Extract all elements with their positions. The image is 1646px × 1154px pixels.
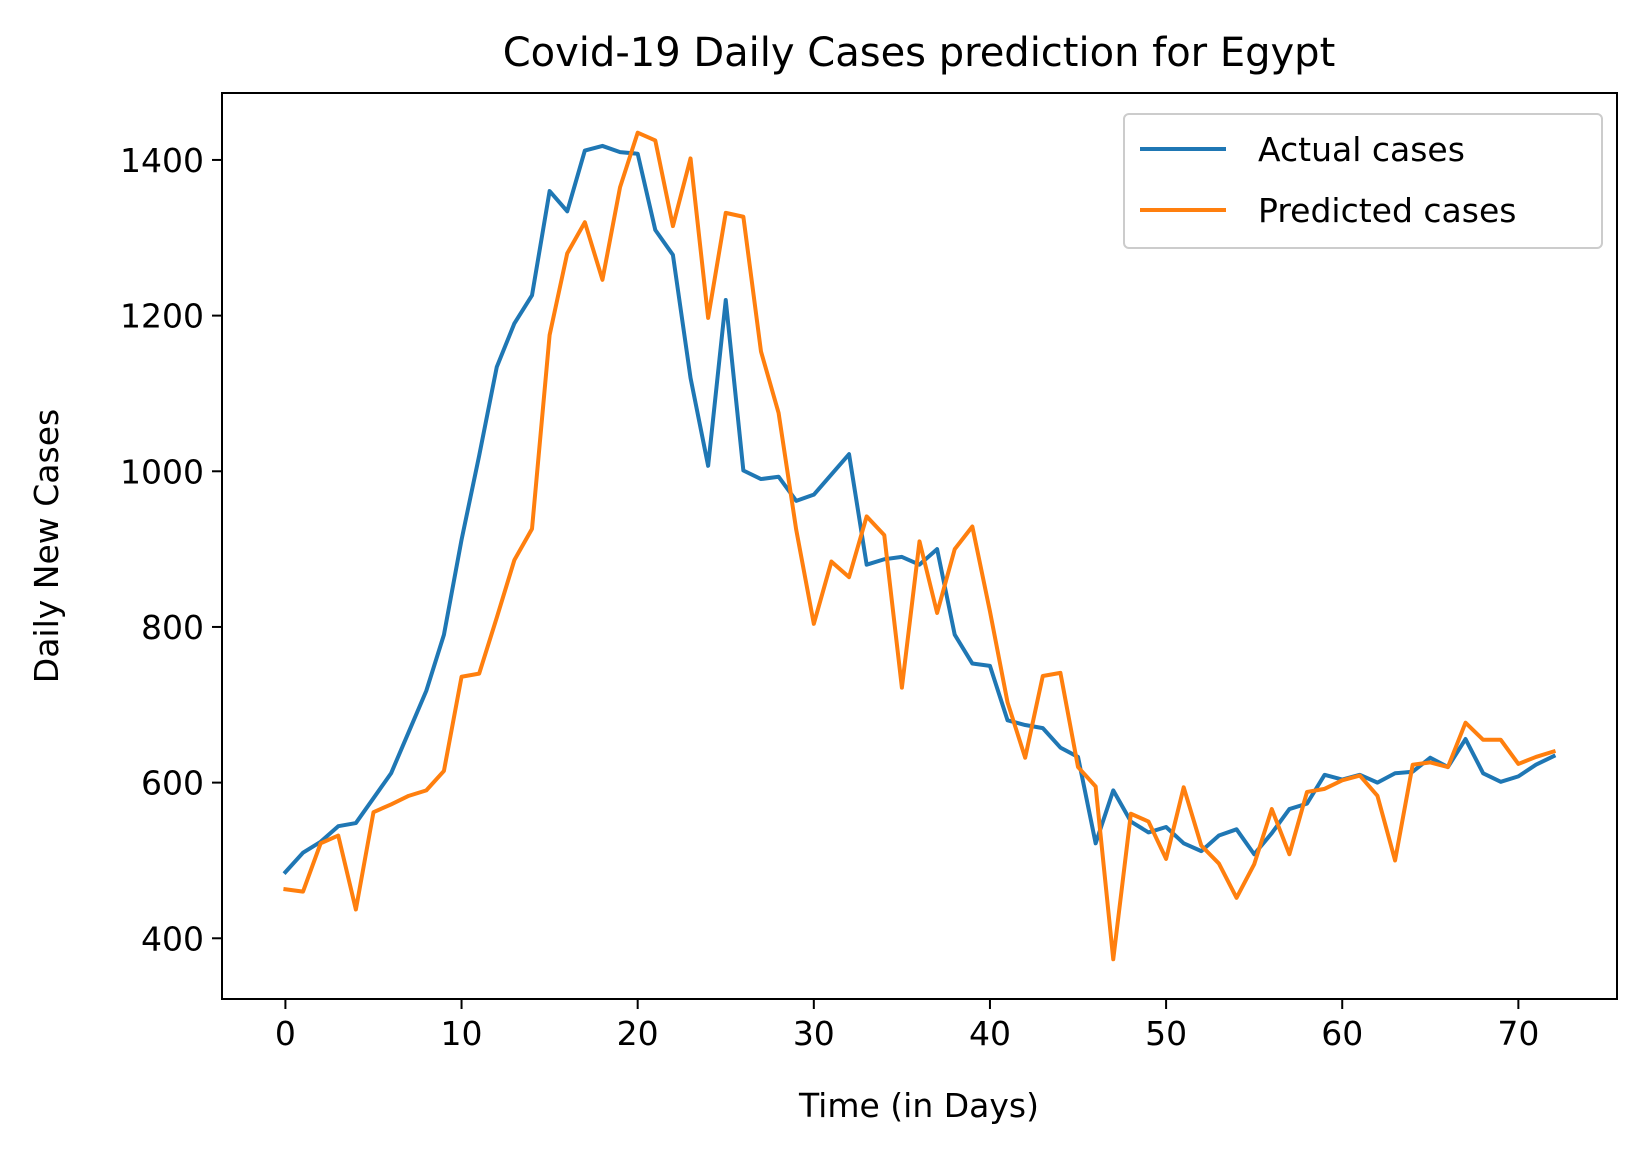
y-tick-label: 400 xyxy=(141,919,204,958)
y-tick-label: 600 xyxy=(141,764,204,803)
x-tick-label: 10 xyxy=(441,1014,483,1053)
x-tick-label: 70 xyxy=(1497,1014,1539,1053)
x-tick-label: 0 xyxy=(275,1014,296,1053)
x-tick-label: 40 xyxy=(969,1014,1011,1053)
y-tick-label: 800 xyxy=(141,608,204,647)
legend-label-predicted: Predicted cases xyxy=(1258,191,1516,230)
x-tick-label: 60 xyxy=(1321,1014,1363,1053)
x-tick-label: 30 xyxy=(793,1014,835,1053)
legend-box xyxy=(1123,113,1603,249)
y-tick-label: 1400 xyxy=(120,141,204,180)
y-tick-label: 1000 xyxy=(120,452,204,491)
y-tick-label: 1200 xyxy=(120,297,204,336)
chart-title: Covid-19 Daily Cases prediction for Egyp… xyxy=(503,30,1336,76)
series-line-predicted xyxy=(283,130,1557,962)
legend-label-actual: Actual cases xyxy=(1258,130,1465,169)
y-axis-label: Daily New Cases xyxy=(27,409,66,683)
legend: Actual cases Predicted cases xyxy=(1123,113,1603,249)
plot-frame xyxy=(221,92,1618,1000)
x-axis-label: Time (in Days) xyxy=(798,1086,1039,1125)
x-tick-label: 50 xyxy=(1145,1014,1187,1053)
x-tick-label: 20 xyxy=(617,1014,659,1053)
